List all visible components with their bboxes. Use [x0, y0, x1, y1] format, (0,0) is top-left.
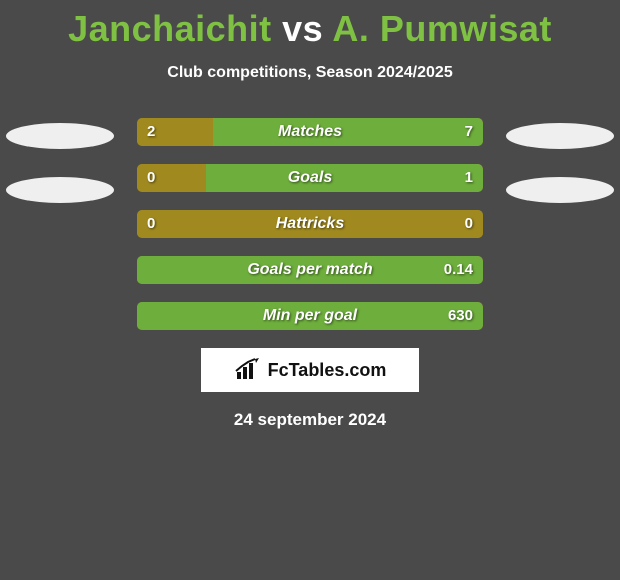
comparison-title: Janchaichit vs A. Pumwisat [0, 0, 620, 50]
stat-row: 27Matches [137, 118, 483, 146]
vs-separator: vs [282, 8, 323, 49]
stat-label: Hattricks [137, 210, 483, 238]
stats-container: 27Matches 01Goals 00Hattricks 0.14Goals per… [0, 118, 620, 330]
decorative-ellipse [506, 177, 614, 203]
player2-name: A. Pumwisat [332, 8, 552, 49]
decorative-ellipse [6, 177, 114, 203]
stat-row: 630Min per goal [137, 302, 483, 330]
snapshot-date: 24 september 2024 [0, 410, 620, 430]
stat-label: Matches [137, 118, 483, 146]
season-subtitle: Club competitions, Season 2024/2025 [0, 64, 620, 82]
stat-label: Goals [137, 164, 483, 192]
stat-label: Goals per match [137, 256, 483, 284]
stat-row: 01Goals [137, 164, 483, 192]
stat-row: 0.14Goals per match [137, 256, 483, 284]
player1-name: Janchaichit [68, 8, 272, 49]
site-logo: FcTables.com [201, 348, 419, 392]
stat-row: 00Hattricks [137, 210, 483, 238]
stat-label: Min per goal [137, 302, 483, 330]
decorative-ellipse [6, 123, 114, 149]
logo-text: FcTables.com [268, 360, 387, 381]
decorative-ellipse [506, 123, 614, 149]
bar-chart-icon [234, 358, 262, 382]
